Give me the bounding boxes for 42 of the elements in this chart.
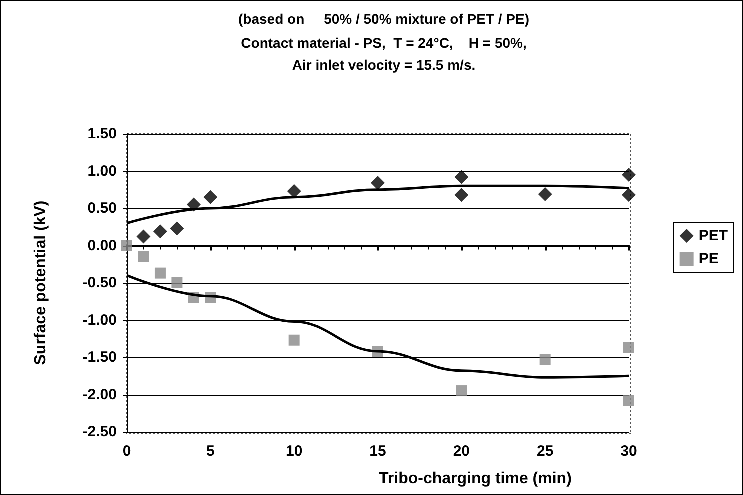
point (624, 342, 634, 354)
x-tick-label: 10 (286, 443, 303, 460)
y-tick-label: -1.00 (82, 312, 117, 329)
point (136, 230, 151, 244)
point (456, 386, 468, 397)
point (371, 176, 385, 190)
x-tick-label: 15 (370, 443, 386, 460)
y-tick-label: -2.00 (82, 386, 117, 404)
x-tick-label: 30 (620, 443, 638, 460)
point (454, 170, 469, 184)
point (172, 278, 183, 288)
chart-subtitle: Contact material - PS, T = 24°C, H = 50%, Air inlet velocity = 15.5 m/s. (241, 35, 527, 73)
point (622, 168, 636, 182)
point (204, 190, 218, 204)
legend-label: PET (698, 228, 728, 244)
x-tick-label: 25 (536, 443, 554, 460)
y-tick-label: -2.50 (82, 424, 117, 440)
point (287, 184, 302, 198)
point (454, 188, 469, 202)
x-tick-label: 20 (453, 443, 470, 460)
y-tick-label: -0.50 (82, 274, 117, 292)
y-tick-label: 1.50 (88, 126, 117, 142)
legend-label: PE (698, 250, 719, 268)
point (540, 354, 551, 366)
y-tick-label: 1.00 (88, 162, 117, 180)
x-tick-label: 5 (206, 443, 215, 460)
point (622, 188, 636, 202)
chart-title: (based on 50% / 50% mixture of PET / PE) (238, 11, 530, 27)
y-axis-title: Surface potential (kV) (32, 200, 50, 366)
point (154, 268, 166, 279)
point (153, 224, 168, 239)
point (624, 395, 634, 406)
y-tick-label: 0.00 (88, 237, 117, 254)
point (138, 251, 150, 262)
y-tick-label: -1.50 (82, 349, 117, 366)
point (288, 334, 300, 346)
point (170, 222, 184, 236)
x-axis-title: Tribo-charging time (min) (379, 470, 572, 488)
point (122, 240, 132, 252)
x-tick-label: 0 (122, 443, 132, 460)
y-tick-label: 0.50 (88, 200, 117, 217)
point (538, 187, 552, 202)
